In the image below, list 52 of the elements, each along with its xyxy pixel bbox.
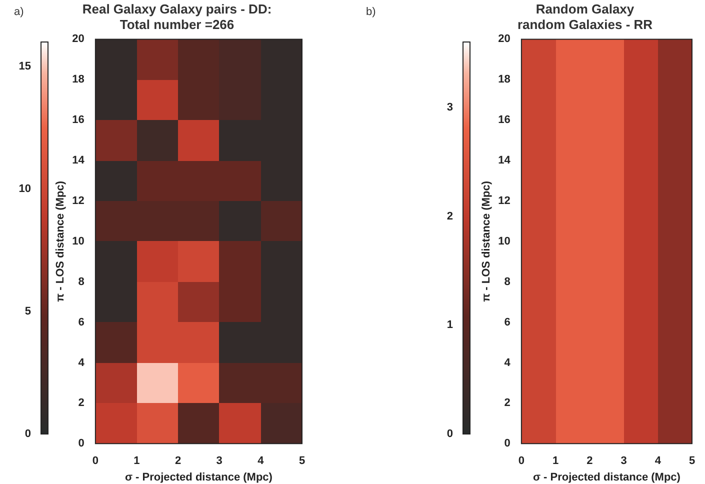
color-bar-label: 10 [18,183,31,196]
text: a) [14,6,24,18]
chart-subtitle: Total number =266 [120,16,234,32]
y-tick-label: 18 [498,74,510,86]
x-tick-label: 0 [518,455,524,468]
x-tick-label: 2 [586,455,593,468]
x-axis-title: σ - Projected distance (Mpc) [532,471,681,484]
color-bar-label: 0 [24,428,31,440]
y-tick-label: 10 [498,235,510,248]
y-tick-label: 4 [78,356,86,369]
color-bar-label: 2 [446,210,453,222]
x-tick-label: 1 [134,455,140,468]
y-tick-label: 20 [72,33,84,46]
y-tick-label: 14 [498,154,512,167]
y-tick-label: 12 [498,194,510,207]
y-tick-label: 8 [78,276,84,288]
x-tick-label: 1 [552,455,559,468]
y-tick-label: 10 [72,235,84,248]
y-tick-label: 2 [78,397,84,410]
text: b) [366,6,376,18]
x-axis-title: σ - Projected distance (Mpc) [124,471,273,484]
y-tick-label: 6 [504,316,510,328]
x-tick-label: 5 [298,455,306,468]
y-tick-label: 6 [78,316,84,328]
y-axis-title: π - LOS distance (Mpc) [480,180,493,302]
y-tick-label: 12 [72,194,84,207]
color-bar-label: 5 [24,306,31,318]
color-bar-label: 3 [446,101,453,114]
y-axis-title: π - LOS distance (Mpc) [54,180,67,302]
y-tick-label: 0 [78,438,84,450]
x-tick-label: 3 [620,455,627,468]
x-tick-label: 2 [175,455,182,468]
y-tick-label: 16 [72,114,84,126]
chart-title: Random Galaxy [536,1,635,16]
y-tick-label: 14 [72,154,86,167]
x-tick-label: 0 [92,455,98,468]
y-tick-label: 0 [504,438,510,450]
y-tick-label: 2 [504,397,510,410]
chart-subtitle: random Galaxies - RR [517,16,654,32]
y-tick-label: 18 [72,74,84,86]
x-tick-label: 5 [688,455,696,468]
y-tick-label: 16 [498,114,510,126]
x-tick-label: 3 [216,455,222,468]
x-tick-label: 4 [654,455,662,468]
color-bar-label: 1 [446,319,453,332]
color-bar-label: 15 [18,60,31,73]
x-tick-label: 4 [258,455,265,468]
chart-title: Real Galaxy Galaxy pairs - DD: [82,1,272,16]
color-bar-label: 0 [446,428,453,440]
y-tick-label: 20 [498,33,510,46]
y-tick-label: 4 [504,356,512,369]
y-tick-label: 8 [504,276,510,288]
